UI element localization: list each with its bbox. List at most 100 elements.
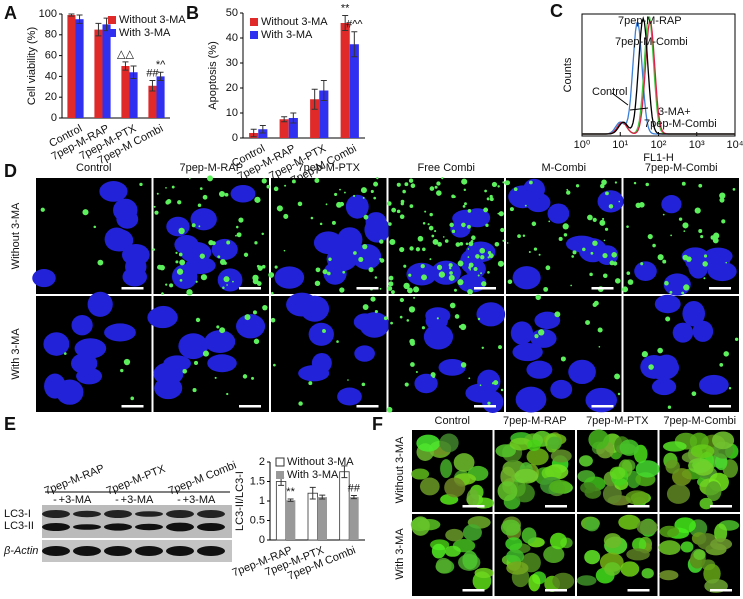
puncta — [254, 241, 258, 245]
y-tick-label: 20 — [45, 91, 57, 103]
puncta — [404, 182, 409, 187]
cell — [699, 497, 713, 510]
nucleus — [211, 238, 238, 260]
puncta — [374, 276, 378, 279]
y-tick-label: 0 — [51, 112, 57, 124]
puncta — [390, 321, 393, 325]
cell — [453, 453, 475, 472]
puncta — [437, 242, 442, 247]
puncta — [223, 276, 230, 283]
nucleus — [692, 320, 714, 342]
nucleus — [105, 229, 134, 252]
puncta — [442, 236, 445, 238]
arrow — [611, 92, 649, 111]
puncta — [273, 363, 276, 367]
bar — [349, 44, 359, 138]
puncta — [362, 196, 365, 199]
puncta — [314, 178, 320, 183]
nucleus — [672, 322, 694, 343]
cell — [666, 483, 691, 504]
nucleus — [547, 203, 570, 224]
nucleus — [190, 208, 217, 231]
y-tick-label: 20 — [226, 82, 238, 94]
band — [166, 510, 194, 518]
cell — [580, 482, 596, 494]
column-label: 7pep-M-RAP — [503, 415, 567, 427]
column-label: M-Combi — [541, 162, 586, 174]
puncta — [467, 256, 470, 258]
cell — [632, 537, 647, 552]
puncta — [566, 190, 571, 195]
puncta — [587, 214, 593, 221]
nucleus — [523, 178, 546, 200]
puncta — [189, 177, 191, 180]
puncta — [454, 314, 460, 319]
nucleus — [425, 307, 451, 324]
puncta — [468, 377, 471, 380]
puncta — [343, 191, 346, 194]
scale-bar — [709, 287, 731, 290]
band — [135, 523, 163, 531]
puncta — [82, 209, 89, 216]
bar — [279, 119, 289, 138]
nucleus — [465, 383, 497, 403]
puncta — [589, 272, 593, 277]
x-tick-label: 10³ — [689, 139, 705, 151]
puncta — [374, 309, 378, 314]
annotation: *^ — [156, 59, 166, 71]
puncta — [429, 258, 432, 261]
puncta — [409, 246, 414, 251]
band — [166, 546, 194, 556]
puncta — [182, 369, 188, 374]
puncta — [396, 209, 401, 214]
puncta — [531, 221, 537, 227]
puncta — [238, 217, 244, 223]
puncta — [159, 264, 165, 271]
puncta — [479, 247, 486, 254]
nucleus — [365, 212, 387, 232]
puncta — [406, 319, 410, 322]
puncta — [254, 196, 261, 203]
cell — [658, 540, 681, 555]
nucleus — [703, 247, 733, 265]
cell — [636, 519, 659, 535]
bar — [285, 500, 296, 540]
puncta — [535, 294, 541, 301]
puncta — [563, 233, 568, 237]
puncta — [211, 241, 216, 246]
puncta — [429, 212, 433, 217]
puncta — [681, 291, 685, 295]
puncta — [195, 280, 198, 283]
bar — [67, 15, 76, 118]
bar — [121, 66, 130, 118]
nucleus — [512, 342, 543, 362]
puncta — [408, 273, 412, 277]
puncta — [461, 178, 468, 185]
legend-label: With 3-MA — [261, 29, 313, 41]
cell — [703, 563, 721, 584]
cell — [584, 518, 600, 532]
cell — [712, 431, 735, 450]
puncta — [604, 227, 609, 231]
puncta — [415, 247, 421, 252]
puncta — [645, 182, 649, 187]
puncta — [252, 274, 259, 282]
puncta — [662, 259, 667, 264]
puncta — [310, 216, 314, 220]
puncta — [198, 225, 201, 228]
nucleus — [308, 322, 334, 346]
cell — [618, 514, 641, 530]
puncta — [270, 317, 276, 323]
puncta — [283, 213, 289, 219]
cell — [579, 455, 593, 467]
puncta — [402, 189, 406, 194]
puncta — [455, 242, 461, 247]
puncta — [453, 288, 457, 292]
cell — [541, 466, 562, 481]
curve-label: Control — [592, 86, 627, 98]
annotation: ** — [286, 486, 295, 498]
puncta — [388, 222, 392, 226]
puncta — [500, 388, 504, 392]
cell — [547, 436, 562, 450]
cell — [641, 568, 654, 579]
